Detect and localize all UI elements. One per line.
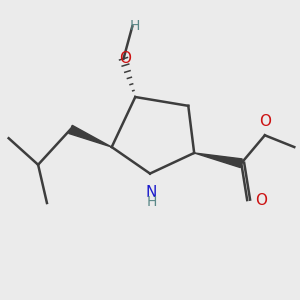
Text: H: H: [130, 19, 140, 33]
Text: O: O: [255, 193, 267, 208]
Polygon shape: [69, 125, 112, 147]
Text: N: N: [146, 185, 157, 200]
Text: O: O: [259, 114, 271, 129]
Text: H: H: [146, 195, 157, 209]
Polygon shape: [194, 153, 242, 168]
Text: O: O: [119, 51, 131, 66]
